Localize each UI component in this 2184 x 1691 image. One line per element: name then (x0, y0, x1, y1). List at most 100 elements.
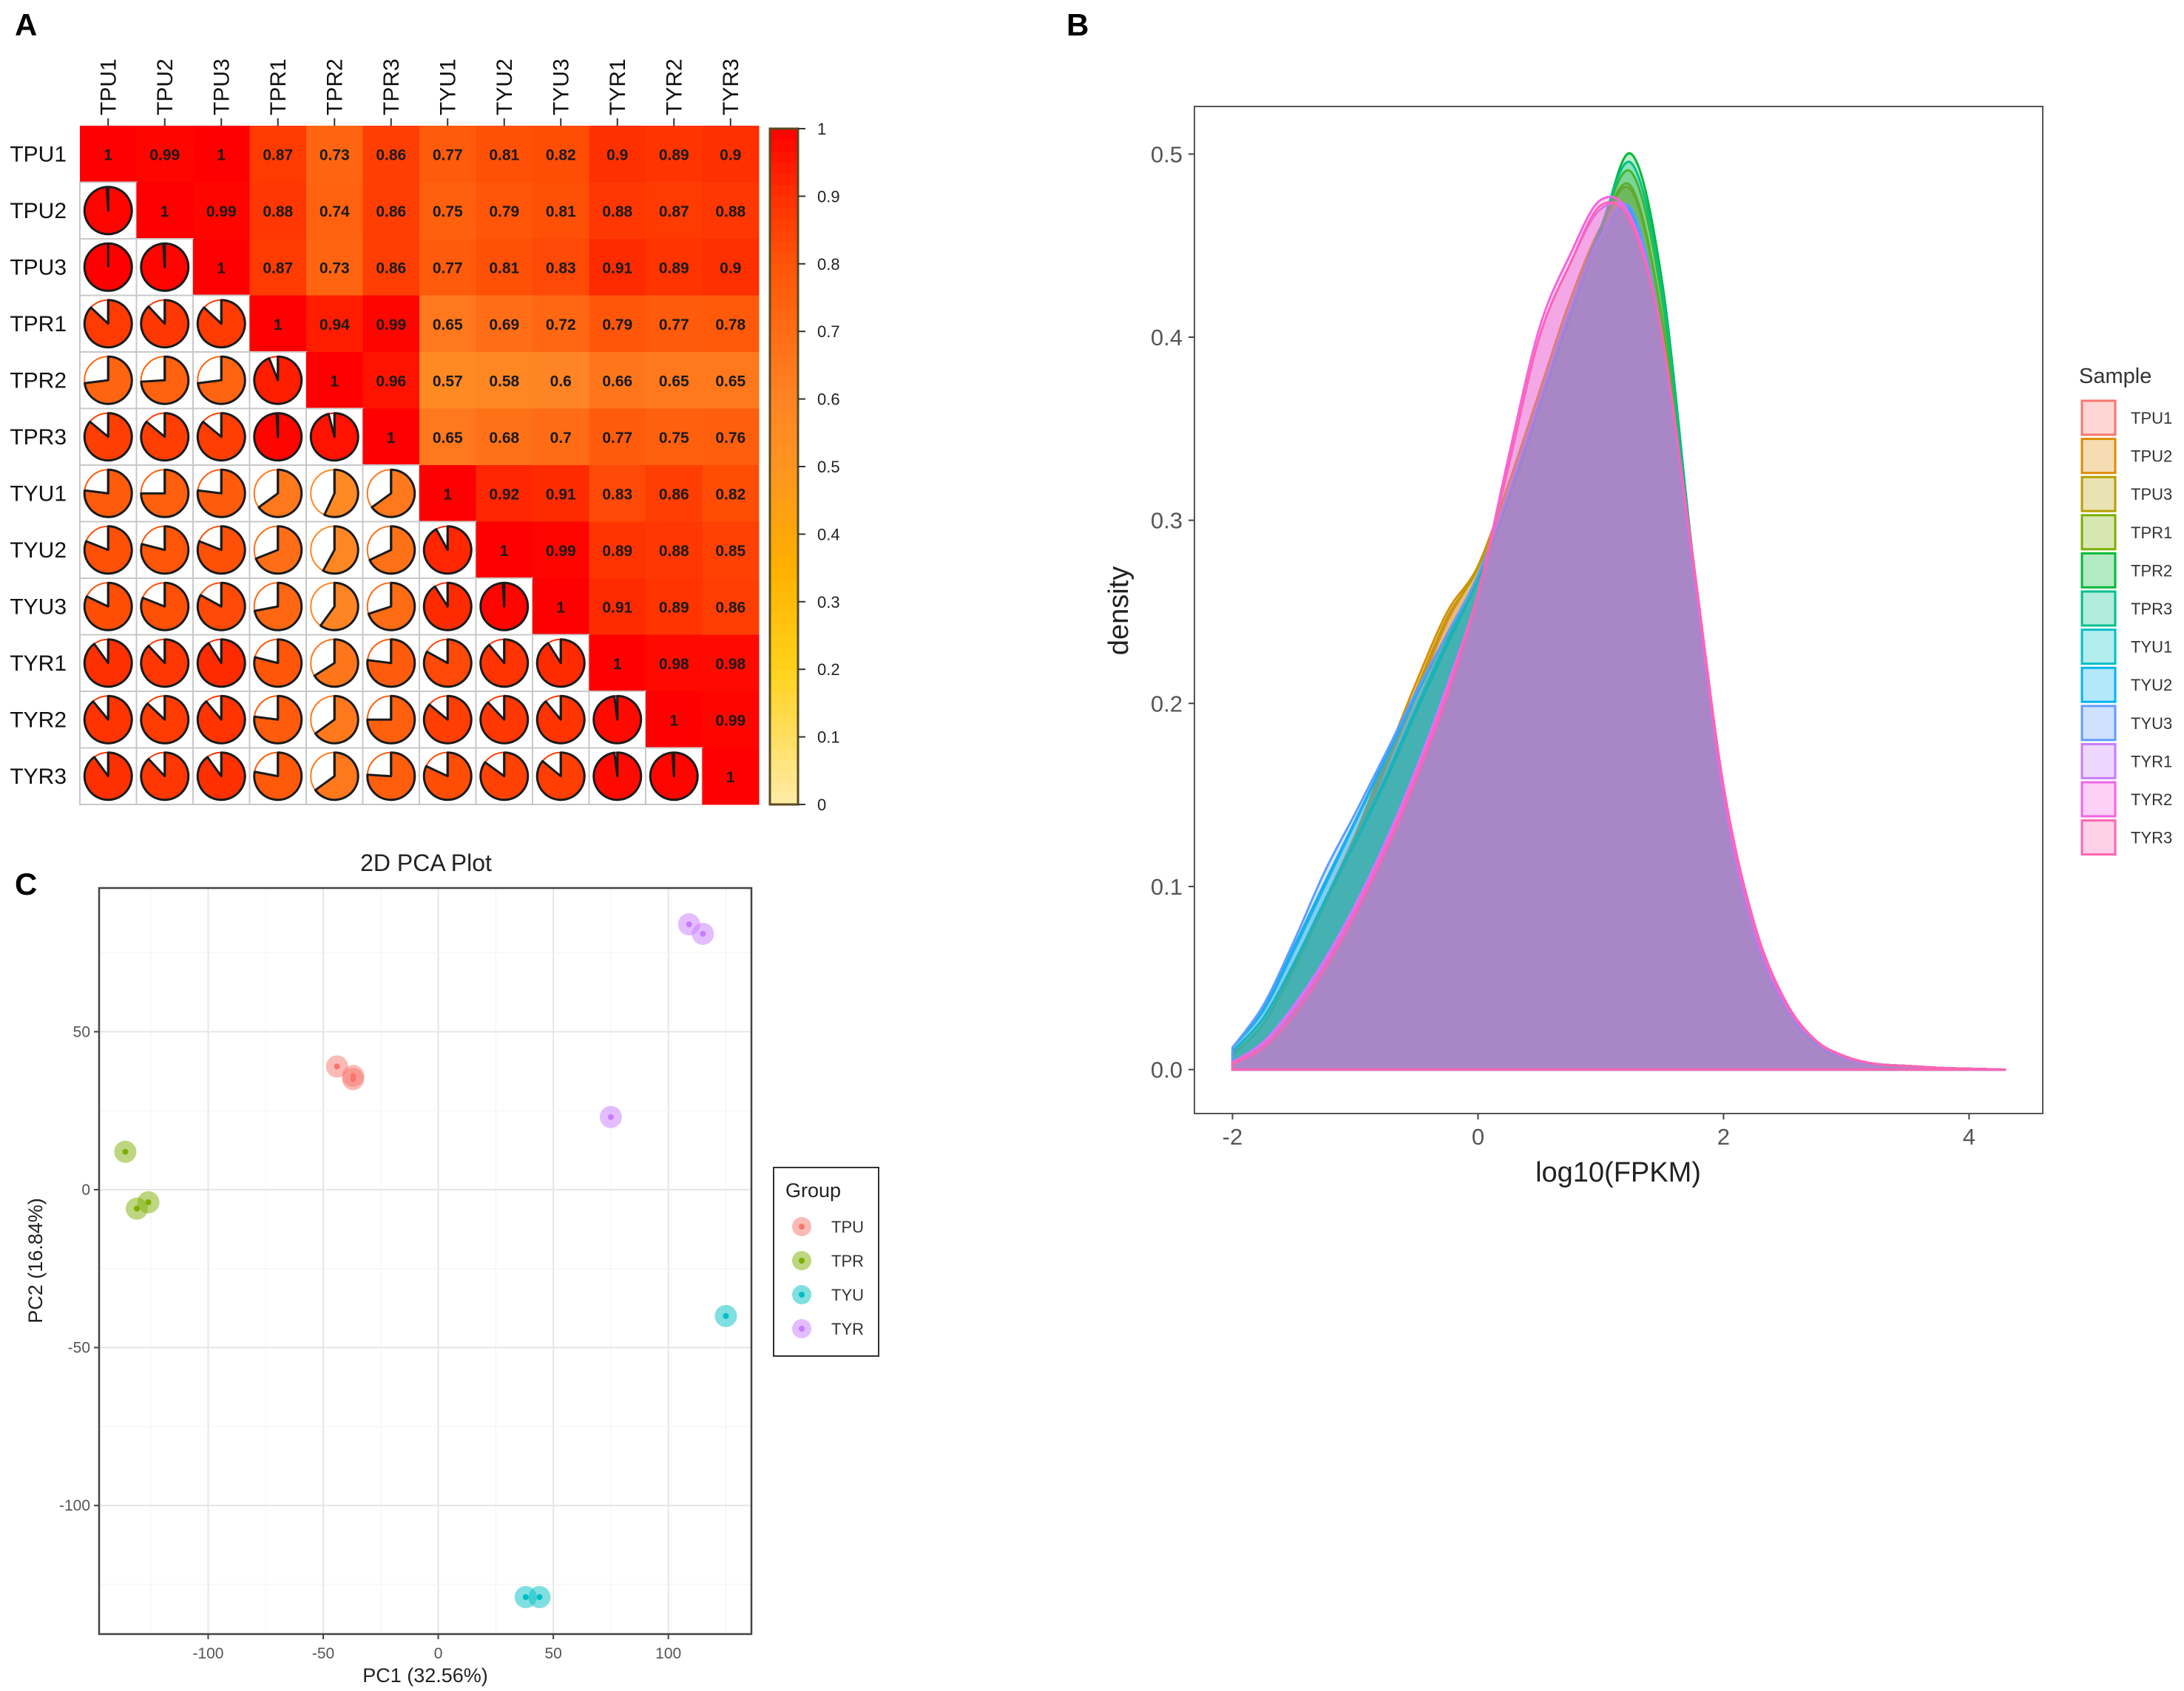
colorbar-segment (770, 579, 798, 592)
column-label: TPR3 (379, 58, 404, 115)
cell-value: 0.69 (489, 316, 519, 333)
legend-key-center (799, 1224, 805, 1230)
heatmap-cell (306, 239, 363, 296)
legend-label: TPR3 (2131, 600, 2172, 618)
cell-value: 0.9 (606, 146, 628, 163)
heatmap-cell (419, 295, 476, 353)
cell-value: 0.75 (433, 203, 463, 220)
heatmap-cell (702, 295, 760, 353)
heatmap-cell (646, 691, 703, 748)
cell-value: 0.66 (602, 373, 632, 390)
column-label: TPU1 (96, 58, 121, 115)
heatmap-cell (702, 182, 760, 240)
colorbar-tick-label: 0.5 (817, 458, 840, 476)
heatmap-cell (589, 465, 646, 522)
column-label: TYR2 (662, 58, 686, 115)
y-tick-label: 0.0 (1151, 1057, 1183, 1083)
cell-value: 0.88 (715, 203, 746, 220)
heatmap-cell (646, 634, 703, 692)
legend-label: TPR1 (2131, 523, 2172, 542)
colorbar-segment (770, 478, 798, 490)
column-label: TYU2 (493, 58, 517, 115)
legend-label: TPR (831, 1252, 864, 1270)
heatmap-cell (419, 352, 476, 409)
colorbar-segment (770, 624, 798, 637)
heatmap-cell (193, 182, 250, 240)
cell-value: 0.72 (546, 316, 576, 333)
pca-point-center (536, 1594, 543, 1601)
cell-value: 0.65 (433, 316, 463, 333)
colorbar-segment (770, 275, 798, 287)
pie-slice (366, 694, 416, 745)
heatmap-cell (476, 352, 533, 409)
colorbar-segment (770, 714, 798, 726)
legend-label: TYR1 (2131, 752, 2172, 770)
pie-slice (253, 694, 303, 745)
colorbar-segment (770, 331, 798, 344)
row-label: TPR2 (10, 368, 67, 393)
row-label: TYU2 (10, 538, 67, 563)
x-tick-label: 0 (1472, 1124, 1484, 1150)
colorbar-tick-label: 0.3 (817, 593, 840, 611)
legend-label: TPR2 (2131, 561, 2172, 580)
cell-value: 0.91 (602, 599, 632, 616)
heatmap-cell (589, 408, 646, 466)
colorbar-segment (770, 669, 798, 682)
heatmap-cell (533, 126, 589, 183)
colorbar-segment (770, 173, 798, 186)
heatmap-cell (589, 521, 646, 579)
heatmap-cell (702, 126, 760, 183)
pca-point-center (134, 1205, 141, 1212)
heatmap-cell (306, 295, 363, 353)
colorbar-tick-label: 0.2 (817, 660, 840, 679)
colorbar-tick-label: 0 (817, 796, 826, 814)
cell-value: 0.99 (376, 316, 406, 333)
colorbar-segment (770, 646, 798, 659)
pie-slice (422, 751, 473, 802)
colorbar-tick-label: 1 (817, 120, 826, 138)
colorbar-tick-label: 0.1 (817, 728, 840, 747)
heatmap-cell (362, 126, 420, 183)
pie-slice (422, 581, 473, 631)
heatmap-cell (476, 521, 533, 579)
y-tick-label: -100 (59, 1497, 90, 1514)
heatmap-cell (362, 352, 420, 409)
pca-point-center (607, 1114, 614, 1120)
pca-point-center (700, 930, 706, 937)
cell-value: 0.91 (602, 260, 632, 277)
heatmap-cell (589, 182, 646, 240)
column-label: TYR1 (606, 58, 630, 115)
heatmap-cell (702, 239, 760, 296)
density-x-axis-title: log10(FPKM) (1535, 1157, 1701, 1188)
legend-key-tyu2 (2080, 666, 2117, 703)
heatmap-cell (702, 408, 760, 466)
heatmap-cell (362, 408, 420, 466)
legend-key-tpr3 (2080, 590, 2117, 627)
y-tick-label: 50 (73, 1023, 90, 1040)
legend-key-tpr2 (2080, 552, 2117, 589)
colorbar-segment (770, 207, 798, 220)
y-tick-label: 0 (81, 1182, 90, 1199)
pca-y-axis-title: PC2 (16.84%) (24, 1198, 47, 1324)
colorbar-segment (770, 387, 798, 400)
x-tick-label: -100 (192, 1645, 223, 1662)
heatmap-cell (419, 182, 476, 240)
cell-value: 1 (160, 203, 169, 220)
cell-value: 0.77 (433, 146, 463, 163)
heatmap-cell (533, 578, 589, 635)
column-label: TPR1 (266, 58, 291, 115)
heatmap-cell (646, 239, 703, 296)
colorbar-segment (770, 433, 798, 445)
pca-point-center (522, 1594, 529, 1601)
heatmap-cell (702, 352, 760, 409)
heatmap-cell (646, 465, 703, 522)
column-label: TYU3 (549, 58, 573, 115)
legend-label: TYU3 (2131, 714, 2172, 733)
cell-value: 0.86 (659, 486, 689, 503)
heatmap-cell (533, 408, 589, 466)
heatmap-cell (646, 408, 703, 466)
colorbar-segment (770, 252, 798, 265)
colorbar-segment (770, 545, 798, 558)
cell-value: 0.96 (376, 373, 406, 390)
